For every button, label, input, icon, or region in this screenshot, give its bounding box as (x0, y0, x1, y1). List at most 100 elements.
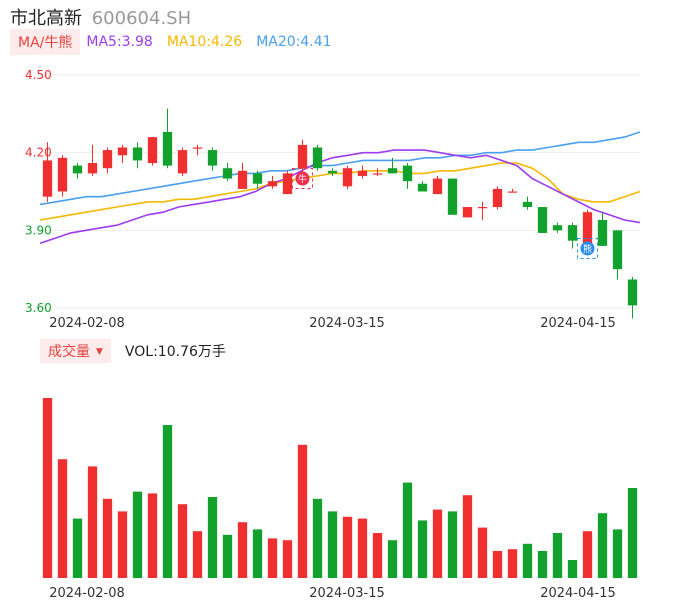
candle (462, 207, 473, 218)
candle (177, 147, 188, 176)
candle-body (387, 168, 398, 174)
ma5-label: MA5:3.98 (86, 34, 153, 50)
candle-body (402, 165, 413, 182)
caret-down-icon: ▼ (96, 347, 103, 357)
candle-body (282, 173, 293, 195)
stock-title: 市北高新 600604.SH (10, 4, 191, 30)
marker-frame (292, 168, 313, 190)
candle (372, 168, 383, 176)
candle-body (222, 168, 233, 179)
volume-legend: 成交量 ▼ VOL:10.76万手 (40, 339, 226, 363)
volume-bar (537, 551, 548, 578)
candle (162, 108, 173, 169)
volume-bar (237, 522, 248, 578)
volume-bar (192, 531, 203, 578)
volume-bar (162, 425, 173, 578)
candle-body (267, 181, 278, 187)
candle (72, 163, 83, 179)
price-tick-label: 4.50 (25, 68, 52, 82)
volume-bar (507, 549, 518, 578)
candle-body (597, 219, 608, 246)
candle (537, 207, 548, 233)
volume-bar (402, 482, 413, 578)
date-label: 2024-04-15 (540, 316, 616, 331)
volume-bar (597, 513, 608, 578)
date-label: 2024-03-15 (309, 586, 385, 601)
candle (282, 170, 293, 195)
candle (507, 188, 518, 193)
candle (402, 163, 413, 189)
ma-legend: MA/牛熊 MA5:3.98 MA10:4.26 MA20:4.41 (10, 29, 346, 55)
volume-indicator-selector[interactable]: 成交量 ▼ (40, 339, 111, 363)
volume-bar (462, 495, 473, 578)
candle (117, 144, 128, 164)
candle-body (627, 279, 638, 306)
candle-body (207, 150, 218, 166)
volume-bar (87, 466, 98, 578)
candle-body (432, 178, 443, 195)
volume-bar (282, 540, 293, 578)
volume-bar (447, 511, 458, 578)
candles (42, 108, 638, 319)
candle (522, 196, 533, 210)
candle-body (192, 147, 203, 149)
ma20-label: MA20:4.41 (256, 34, 332, 50)
volume-bar (432, 509, 443, 578)
candle (192, 144, 203, 156)
candle-body (252, 173, 263, 184)
marker-dot (580, 241, 595, 256)
volume-bar (627, 488, 638, 578)
candle (132, 142, 143, 169)
stock-code: 600604.SH (91, 8, 192, 29)
candle-body (612, 230, 623, 270)
candle-body (447, 178, 458, 215)
candle (312, 144, 323, 171)
ma-indicator-selector[interactable]: MA/牛熊 (10, 29, 81, 55)
candle (147, 137, 158, 166)
candle (87, 144, 98, 176)
volume-bar (222, 534, 233, 578)
candle-body (42, 160, 53, 197)
candle (252, 170, 263, 189)
candle (417, 181, 428, 192)
candle-body (312, 147, 323, 169)
candle-body (177, 150, 188, 174)
candle-body (297, 144, 308, 169)
marker-glyph: 熊 (583, 243, 592, 255)
volume-bar (132, 491, 143, 578)
date-label: 2024-02-08 (49, 316, 125, 331)
candle-body (372, 173, 383, 175)
candle (612, 230, 623, 280)
volume-bar (312, 498, 323, 578)
candle (477, 201, 488, 220)
price-axis: 4.50 4.20 3.90 3.60 (25, 68, 52, 315)
volume-bars (42, 398, 638, 578)
volume-bar (327, 511, 338, 578)
candle-body (417, 183, 428, 192)
candle-body (162, 131, 173, 166)
moving-average-lines (39, 131, 641, 245)
candle-body (537, 207, 548, 233)
candle (207, 147, 218, 171)
volume-bar (342, 516, 353, 578)
ma20-line (39, 131, 641, 206)
candle-body (117, 147, 128, 156)
ma10-line (39, 162, 641, 221)
volume-bar (582, 531, 593, 578)
volume-bar (297, 444, 308, 578)
signal-markers: 牛熊 (292, 168, 598, 259)
price-date-axis: 2024-02-08 2024-03-15 2024-04-15 (49, 316, 616, 331)
candle-body (147, 137, 158, 164)
candle (387, 157, 398, 174)
candle (627, 276, 638, 319)
volume-bar (417, 520, 428, 578)
candle (327, 168, 338, 176)
candle (267, 175, 278, 189)
marker-glyph: 牛 (298, 173, 307, 185)
volume-bar (267, 538, 278, 578)
volume-bar (72, 518, 83, 578)
volume-bar (57, 459, 68, 578)
candle (102, 147, 113, 174)
candle (552, 222, 563, 233)
